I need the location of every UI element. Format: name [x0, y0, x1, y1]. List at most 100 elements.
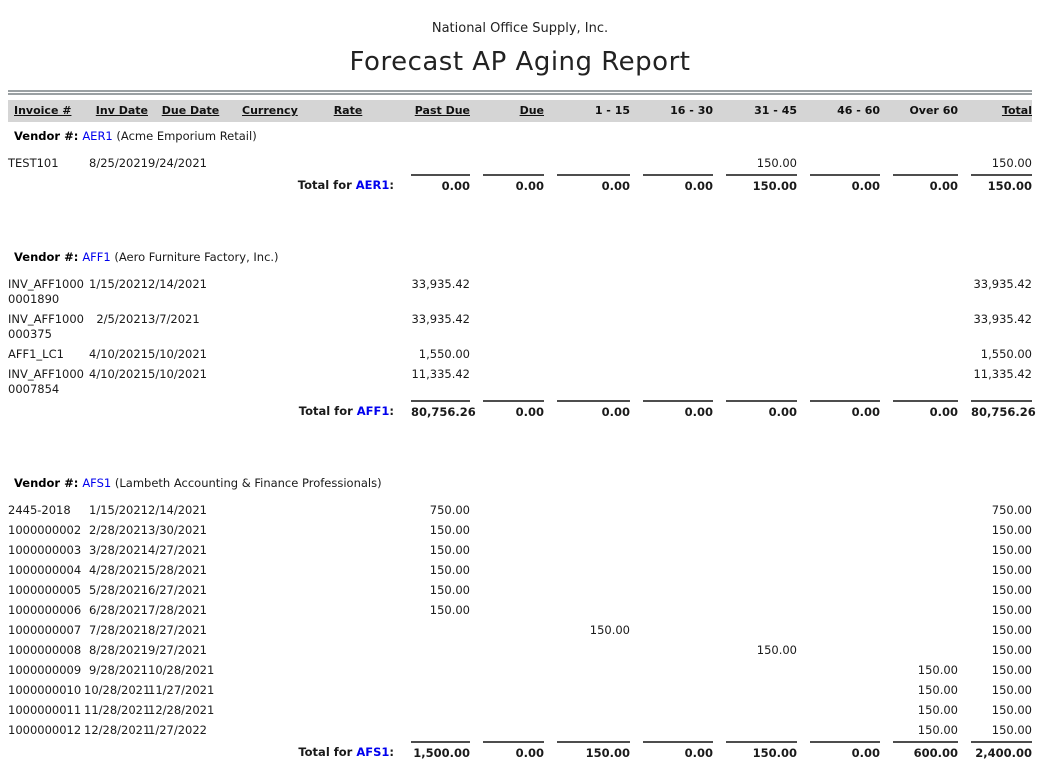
currency-cell — [228, 521, 286, 541]
amount-cell-46-60 — [797, 365, 880, 400]
amount-cell-due — [470, 621, 544, 641]
due-date-cell: 2/14/2021 — [148, 503, 207, 517]
vendor-code-link[interactable]: AFF1 — [356, 404, 390, 418]
vendor-code-link[interactable]: AFS1 — [82, 476, 112, 490]
due-date-cell: 8/27/2021 — [148, 623, 207, 637]
total-amount-cell-46-60: 0.00 — [797, 400, 880, 423]
total-amount-cell-over-60: 0.00 — [880, 174, 958, 197]
invoice-number-cell: 1000000004 — [8, 563, 82, 577]
total-amount-value: 0.00 — [893, 400, 958, 423]
vendor-section-header: Vendor #: AFS1 (Lambeth Accounting & Fin… — [8, 473, 1032, 493]
rate-cell — [286, 521, 398, 541]
amount-cell-46-60 — [797, 561, 880, 581]
amount-cell-total: 150.00 — [991, 603, 1032, 617]
total-amount-value: 150.00 — [557, 741, 630, 764]
inv-date-cell: 2/5/2021 — [96, 312, 148, 326]
rate-cell — [286, 365, 398, 400]
amount-cell-due — [470, 310, 544, 345]
amount-cell-total: 150.00 — [991, 723, 1032, 737]
rate-cell — [286, 310, 398, 345]
invoice-row: 1000000007 7/28/2021 8/27/2021 150.00 150.00 — [8, 621, 1032, 641]
column-header-row: Invoice # Inv Date Due Date Currency Rate Pas… — [8, 100, 1032, 122]
amount-cell-1-15 — [544, 701, 630, 721]
amount-cell-total: 150.00 — [991, 583, 1032, 597]
amount-cell-due — [470, 701, 544, 721]
amount-cell-over-60 — [880, 345, 958, 365]
total-amount-cell-due: 0.00 — [470, 741, 544, 764]
vendor-prefix-label: Vendor #: — [14, 250, 83, 264]
rate-cell — [286, 581, 398, 601]
vendor-name: (Lambeth Accounting & Finance Profession… — [111, 476, 382, 490]
amount-cell-16-30 — [630, 641, 713, 661]
currency-cell — [228, 541, 286, 561]
invoice-number-cell: TEST101 — [8, 156, 59, 170]
amount-cell-31-45 — [713, 721, 797, 741]
currency-cell — [228, 154, 286, 174]
inv-date-cell: 2/28/2021 — [89, 523, 148, 537]
amount-cell-31-45 — [713, 561, 797, 581]
amount-cell-46-60 — [797, 310, 880, 345]
amount-cell-over-60 — [880, 365, 958, 400]
spacer-row — [8, 197, 1032, 243]
amount-cell-due — [470, 275, 544, 310]
total-amount-cell-46-60: 0.00 — [797, 741, 880, 764]
amount-cell-total: 150.00 — [991, 623, 1032, 637]
amount-cell-31-45 — [713, 501, 797, 521]
invoice-row: INV_AFF1000 000375 2/5/2021 3/7/2021 33,935… — [8, 310, 1032, 345]
vendor-code-link[interactable]: AER1 — [82, 129, 113, 143]
currency-cell — [228, 701, 286, 721]
amount-cell-31-45 — [713, 365, 797, 400]
invoice-row: 1000000004 4/28/2021 5/28/2021 150.00 150.00 — [8, 561, 1032, 581]
amount-cell-past-due: 150.00 — [429, 523, 470, 537]
invoice-number-cell: 2445-2018 — [8, 503, 71, 517]
total-amount-cell-16-30: 0.00 — [630, 174, 713, 197]
spacer-row — [8, 146, 1032, 154]
amount-cell-1-15 — [544, 521, 630, 541]
amount-cell-16-30 — [630, 581, 713, 601]
invoice-row: 1000000009 9/28/2021 10/28/2021 150.00 150.0… — [8, 661, 1032, 681]
amount-cell-past-due — [398, 681, 470, 701]
header-divider — [8, 90, 1032, 95]
invoice-row: 1000000003 3/28/2021 4/27/2021 150.00 150.00 — [8, 541, 1032, 561]
vendor-name: (Acme Emporium Retail) — [112, 129, 257, 143]
amount-cell-16-30 — [630, 721, 713, 741]
amount-cell-total: 150.00 — [991, 703, 1032, 717]
vendor-total-label: Total for AFF1: — [8, 400, 398, 423]
total-amount-value: 0.00 — [411, 174, 470, 197]
amount-cell-1-15 — [544, 581, 630, 601]
currency-cell — [228, 501, 286, 521]
amount-cell-past-due: 11,335.42 — [411, 367, 470, 381]
column-header-31-45: 31 - 45 — [713, 100, 797, 122]
amount-cell-1-15 — [544, 501, 630, 521]
vendor-code-link[interactable]: AFF1 — [82, 250, 111, 264]
inv-date-cell: 8/25/2021 — [89, 156, 148, 170]
amount-cell-46-60 — [797, 681, 880, 701]
vendor-total-row: Total for AER1: 0.00 0.00 0.00 0.00 150.00 0.0… — [8, 174, 1032, 197]
column-header-currency: Currency — [228, 100, 298, 122]
amount-cell-46-60 — [797, 701, 880, 721]
amount-cell-46-60 — [797, 521, 880, 541]
vendor-code-link[interactable]: AFS1 — [356, 745, 390, 759]
amount-cell-past-due: 150.00 — [429, 543, 470, 557]
column-header-46-60: 46 - 60 — [797, 100, 880, 122]
total-amount-value: 0.00 — [810, 741, 880, 764]
amount-cell-due — [470, 345, 544, 365]
total-amount-value: 2,400.00 — [971, 741, 1032, 764]
total-amount-cell-total: 2,400.00 — [958, 741, 1032, 764]
vendor-code-link[interactable]: AER1 — [355, 178, 390, 192]
amount-cell-over-60 — [880, 641, 958, 661]
amount-cell-due — [470, 154, 544, 174]
amount-cell-31-45 — [713, 601, 797, 621]
spacer-row — [8, 493, 1032, 501]
amount-cell-due — [470, 681, 544, 701]
ap-aging-table: Invoice # Inv Date Due Date Currency Rate Pas… — [8, 100, 1036, 764]
amount-cell-total: 1,550.00 — [980, 347, 1032, 361]
currency-cell — [228, 275, 286, 310]
amount-cell-1-15 — [544, 310, 630, 345]
due-date-cell: 3/30/2021 — [148, 523, 207, 537]
amount-cell-total: 150.00 — [991, 543, 1032, 557]
amount-cell-past-due: 1,550.00 — [418, 347, 470, 361]
amount-cell-46-60 — [797, 501, 880, 521]
inv-date-cell: 4/28/2021 — [89, 563, 148, 577]
